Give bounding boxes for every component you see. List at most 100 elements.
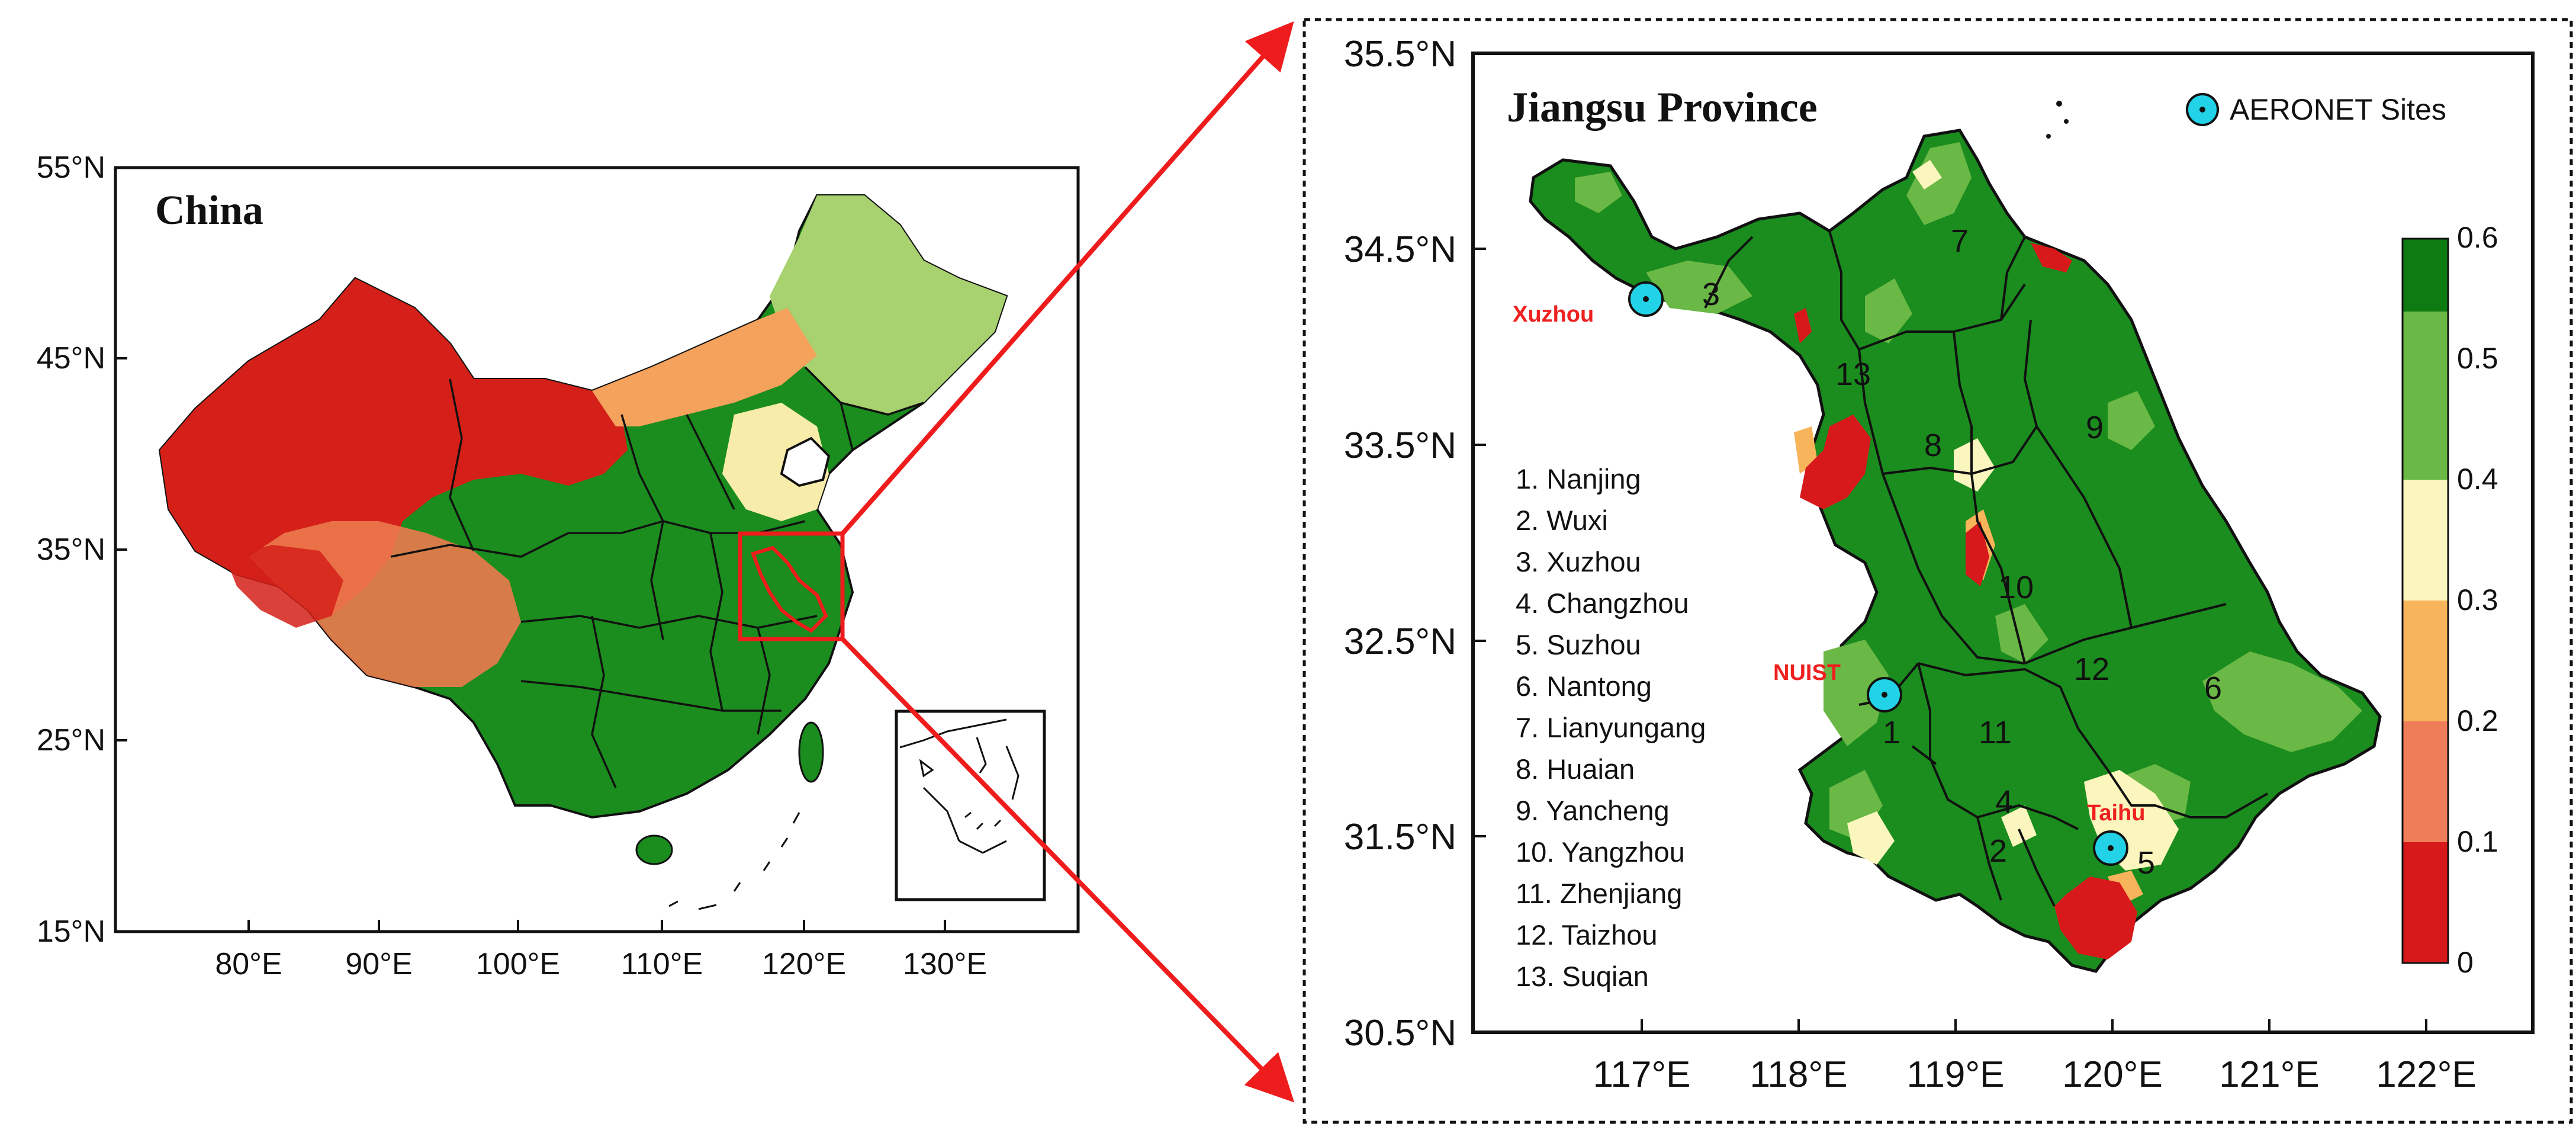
region-number: 8 xyxy=(1924,428,1942,463)
region-number-labels: 1 2 3 4 5 6 7 8 9 10 11 12 13 xyxy=(1702,223,2222,881)
region-number: 1 xyxy=(1883,715,1900,750)
site-nuist: NUIST xyxy=(1773,660,1902,712)
colorbar-seg-1 xyxy=(2403,312,2448,480)
hongze-lake-red xyxy=(1800,415,1871,509)
taiwan-island xyxy=(798,721,824,783)
jiangsu-lon-label: 119°E xyxy=(1907,1054,2005,1095)
jiangsu-lat-label: 30.5°N xyxy=(1344,1013,1456,1054)
site-taihu: Taihu xyxy=(2087,801,2146,866)
china-lon-label: 110°E xyxy=(621,947,703,981)
china-lat-label: 35°N xyxy=(37,532,105,567)
china-lat-labels: 55°N 45°N 35°N 25°N 15°N xyxy=(37,150,105,949)
city-list-item: 5. Suzhou xyxy=(1516,629,1641,660)
site-xuzhou-label: Xuzhou xyxy=(1513,302,1594,327)
region-number: 9 xyxy=(2086,410,2104,445)
city-list-item: 10. Yangzhou xyxy=(1516,836,1685,868)
colorbar-tick: 0.6 xyxy=(2457,221,2498,254)
site-nuist-dot xyxy=(1882,692,1887,698)
region-number: 5 xyxy=(2137,845,2155,881)
china-lon-labels: 80°E 90°E 100°E 110°E 120°E 130°E xyxy=(215,947,987,981)
aeronet-legend-marker-dot xyxy=(2199,107,2205,113)
zoom-arrow-bottom xyxy=(841,637,1295,1103)
city-list-item: 1. Nanjing xyxy=(1516,463,1641,495)
colorbar xyxy=(2401,237,2449,964)
region-number: 3 xyxy=(1702,277,1720,312)
jiangsu-lon-ticks xyxy=(1641,1019,2427,1032)
jiangsu-lat-labels: 35.5°N 34.5°N 33.5°N 32.5°N 31.5°N 30.5°… xyxy=(1344,34,1456,1054)
colorbar-seg-2 xyxy=(2403,480,2448,601)
china-tibet-red-patch xyxy=(225,545,343,628)
china-lat-label: 25°N xyxy=(37,723,105,757)
colorbar-tick: 0.4 xyxy=(2457,463,2498,496)
aeronet-legend-label: AERONET Sites xyxy=(2230,93,2446,126)
colorbar-seg-0 xyxy=(2403,239,2448,312)
china-map-surface xyxy=(158,194,1046,910)
city-list-item: 12. Taizhou xyxy=(1516,919,1658,951)
region-number: 10 xyxy=(1998,570,2034,605)
jiangsu-lat-label: 35.5°N xyxy=(1344,34,1456,75)
region-number: 12 xyxy=(2074,651,2109,687)
china-map-title: China xyxy=(155,188,263,233)
jiangsu-lon-label: 122°E xyxy=(2376,1054,2477,1095)
aeronet-site-markers: Xuzhou NUIST Taihu xyxy=(1513,281,2146,866)
jiangsu-map-title: Jiangsu Province xyxy=(1507,84,1818,131)
china-lat-ticks xyxy=(115,166,127,933)
china-lon-label: 130°E xyxy=(903,947,987,981)
city-list-item: 11. Zhenjiang xyxy=(1516,878,1682,909)
jiangsu-lon-labels: 117°E 118°E 119°E 120°E 121°E 122°E xyxy=(1593,1054,2477,1095)
jiangsu-outer-dotted-frame xyxy=(1303,18,2573,1124)
jiangsu-lat-ticks xyxy=(1473,52,1486,1033)
gaoyou-lake-red xyxy=(1966,521,1989,586)
china-lon-label: 120°E xyxy=(762,947,846,981)
colorbar-tick: 0.1 xyxy=(2457,825,2498,858)
colorbar-seg-5 xyxy=(2403,842,2448,963)
colorbar-tick: 0.2 xyxy=(2457,704,2498,737)
offshore-island-dots xyxy=(2046,101,2069,139)
colorbar-seg-4 xyxy=(2403,721,2448,842)
site-taihu-label: Taihu xyxy=(2087,801,2146,826)
region-number: 7 xyxy=(1951,223,1969,259)
china-inner-mongolia-orange xyxy=(592,308,817,426)
city-list-item: 9. Yancheng xyxy=(1516,795,1670,826)
aeronet-legend: AERONET Sites xyxy=(2186,93,2446,126)
site-xuzhou: Xuzhou xyxy=(1513,281,1664,327)
china-north-plain-yellow xyxy=(722,403,829,521)
site-taihu-dot xyxy=(2108,845,2114,851)
china-lat-label: 45°N xyxy=(37,341,105,375)
colorbar-frame xyxy=(2401,237,2449,964)
region-number: 2 xyxy=(1989,833,2007,869)
inset-coastline xyxy=(899,718,1020,854)
china-lat-label: 55°N xyxy=(37,150,105,185)
jiangsu-lat-label: 32.5°N xyxy=(1344,621,1456,662)
zoom-arrow-top xyxy=(840,21,1294,535)
jiangsu-outline-small xyxy=(751,545,828,633)
hainan-island xyxy=(635,834,673,865)
jiangsu-lat-label: 34.5°N xyxy=(1344,229,1456,270)
china-lon-label: 90°E xyxy=(345,947,412,981)
china-bohai-sea xyxy=(780,436,831,487)
site-nuist-label: NUIST xyxy=(1773,660,1841,685)
jiangsu-red-patches xyxy=(1794,243,2137,959)
jiangsu-map-panel: Jiangsu Province AERONET Sites Xuzhou NU… xyxy=(1303,18,2573,1124)
jiangsu-lon-label: 121°E xyxy=(2219,1054,2320,1095)
zoom-arrows xyxy=(840,21,1295,1103)
jiangsu-lat-label: 33.5°N xyxy=(1344,425,1456,466)
city-list-item: 2. Wuxi xyxy=(1516,505,1608,536)
city-list-item: 3. Xuzhou xyxy=(1516,546,1641,577)
city-list-item: 7. Lianyungang xyxy=(1516,712,1706,743)
china-lon-ticks xyxy=(247,920,946,932)
city-list: 1. Nanjing 2. Wuxi 3. Xuzhou 4. Changzho… xyxy=(1516,463,1706,992)
china-arid-red xyxy=(160,278,628,616)
city-list-item: 8. Huaian xyxy=(1516,753,1635,785)
coast-north-red xyxy=(2031,243,2072,272)
region-number: 4 xyxy=(1995,784,2013,820)
colorbar-tick: 0.5 xyxy=(2457,342,2498,375)
city-list-item: 13. Suqian xyxy=(1516,961,1649,992)
colorbar-tick: 0.3 xyxy=(2457,583,2498,617)
china-lon-label: 80°E xyxy=(215,947,282,981)
jiangsu-lon-label: 120°E xyxy=(2062,1054,2163,1095)
city-list-item: 4. Changzhou xyxy=(1516,588,1689,619)
south-china-sea-islands xyxy=(668,812,800,910)
city-list-item: 6. Nantong xyxy=(1516,670,1652,702)
